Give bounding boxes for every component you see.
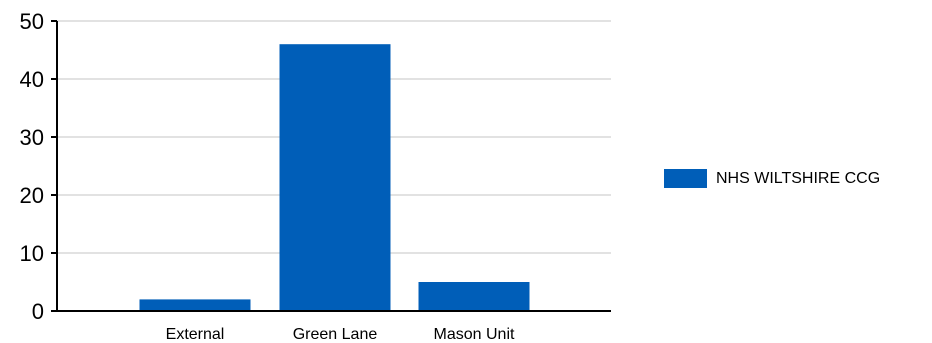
axes: [51, 20, 611, 312]
y-tick-label: 10: [20, 241, 44, 266]
y-tick-label: 0: [32, 299, 44, 324]
y-tick-label: 50: [20, 9, 44, 34]
y-tick-labels: 0 10 20 30 40 50: [20, 9, 44, 324]
x-tick-label: External: [166, 326, 225, 343]
legend-label: NHS WILTSHIRE CCG: [716, 169, 881, 187]
legend-swatch: [664, 169, 707, 188]
y-tick-label: 20: [20, 183, 44, 208]
x-tick-label: Mason Unit: [434, 326, 515, 343]
legend: NHS WILTSHIRE CCG: [664, 169, 880, 188]
bar-external: [139, 299, 251, 311]
bars: [139, 44, 530, 311]
x-tick-labels: External Green Lane Mason Unit: [166, 326, 515, 343]
y-tick-label: 30: [20, 125, 44, 150]
bar-green-lane: [279, 44, 391, 311]
bar-mason-unit: [418, 282, 530, 311]
x-tick-label: Green Lane: [293, 326, 378, 343]
y-tick-label: 40: [20, 67, 44, 92]
